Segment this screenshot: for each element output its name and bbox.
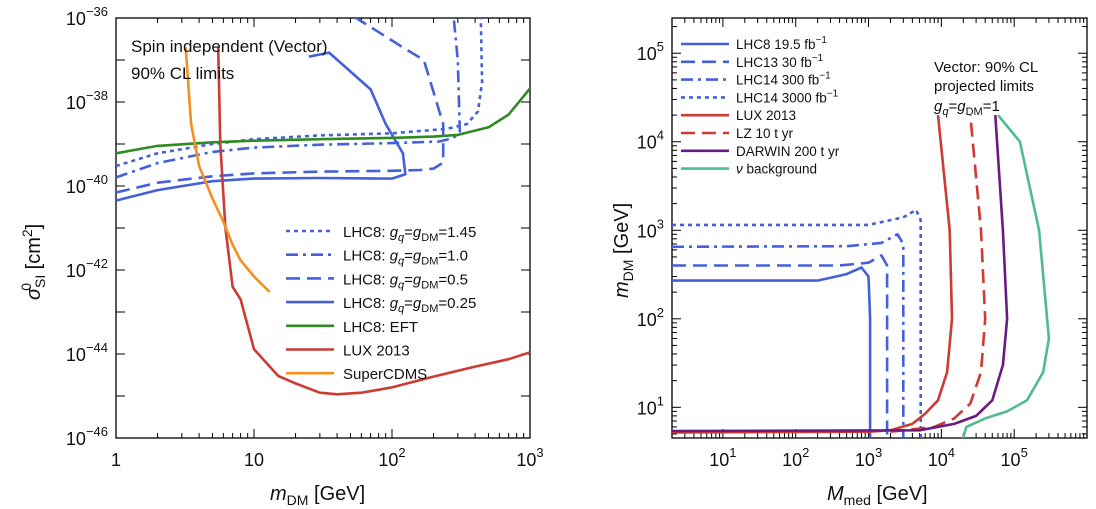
- left-y-tick-labels: 10−36 10−38 10−40 10−42 10−44 10−46: [66, 4, 108, 449]
- legend-label: LHC14 300 fb−1: [736, 71, 831, 88]
- x-tick-label: 105: [1001, 445, 1028, 470]
- y-tick-label: 10−42: [66, 256, 108, 281]
- series-line: [672, 233, 905, 438]
- y-tick-label: 10−40: [66, 172, 108, 197]
- x-tick-label: 10: [244, 450, 264, 470]
- x-tick-label: 103: [855, 445, 882, 470]
- series-line: [216, 47, 530, 396]
- series-line: [672, 254, 889, 438]
- legend-label: LHC8 19.5 fb−1: [736, 35, 827, 52]
- legend-label: LHC13 30 fb−1: [736, 53, 824, 70]
- right-chart: 101 102 103 104 105 101 102 103 104 105 Vector: …: [611, 17, 1088, 508]
- x-tick-label: 103: [516, 445, 543, 470]
- legend-label: ν background: [736, 162, 817, 177]
- legend-label: LHC8: gq=gDM=0.25: [343, 295, 476, 315]
- right-x-tick-labels: 101 102 103 104 105: [709, 445, 1028, 470]
- left-legend: LHC8: gq=gDM=1.45 LHC8: gq=gDM=1.0 LHC8: g…: [286, 224, 476, 383]
- legend-label: LHC8: EFT: [343, 319, 418, 336]
- legend-label: DARWIN 200 t yr: [736, 144, 840, 159]
- legend-label: LZ 10 t yr: [736, 126, 794, 141]
- series-line: [890, 114, 987, 433]
- series-line: [116, 18, 484, 168]
- series-line: [672, 266, 872, 438]
- series-line: [116, 18, 462, 179]
- series-line: [184, 47, 271, 293]
- series-line: [962, 114, 1051, 438]
- left-chart: 1 10 102 103 10−36 10−38 10−40 10−42 10−44 10−46…: [18, 4, 544, 508]
- x-tick-label: 102: [782, 445, 809, 470]
- legend-label: LHC8: gq=gDM=1.45: [343, 224, 476, 244]
- y-tick-label: 104: [637, 128, 664, 153]
- left-series: [116, 18, 530, 396]
- right-x-axis-label: Mmed [GeV]: [827, 483, 928, 508]
- x-tick-label: 101: [709, 445, 736, 470]
- legend-label: LHC8: gq=gDM=1.0: [343, 248, 468, 268]
- legend-label: SuperCDMS: [343, 366, 427, 383]
- right-plot-frame: [671, 17, 1088, 439]
- x-tick-label: 102: [378, 445, 405, 470]
- right-annotation-line1: Vector: 90% CL: [934, 59, 1038, 76]
- right-y-tick-labels: 101 102 103 104 105: [637, 39, 664, 418]
- legend-label: LUX 2013: [736, 108, 796, 123]
- y-tick-label: 103: [637, 216, 664, 241]
- right-series: [672, 114, 1051, 438]
- x-tick-label: 104: [928, 445, 955, 470]
- y-tick-label: 10−38: [66, 88, 108, 113]
- y-tick-label: 102: [637, 305, 664, 330]
- y-tick-label: 101: [637, 393, 664, 418]
- legend-label: LUX 2013: [343, 343, 410, 360]
- series-line: [116, 51, 407, 202]
- left-x-axis-label: mDM [GeV]: [270, 483, 365, 508]
- legend-label: LHC8: gq=gDM=0.5: [343, 271, 468, 291]
- series-line: [672, 208, 922, 438]
- x-tick-label: 1: [111, 450, 121, 470]
- y-tick-label: 10−36: [66, 4, 108, 29]
- right-annotation-line3: gq=gDM=1: [934, 98, 1000, 118]
- left-annotation-line2: 90% CL limits: [131, 64, 234, 83]
- y-tick-label: 10−44: [66, 340, 108, 365]
- left-x-tick-labels: 1 10 102 103: [111, 445, 544, 470]
- right-y-axis-label: mDM [GeV]: [611, 203, 636, 298]
- left-ticks: [115, 17, 531, 439]
- left-annotation-line1: Spin independent (Vector): [131, 37, 328, 56]
- legend-label: LHC14 3000 fb−1: [736, 88, 839, 105]
- right-annotation-line2: projected limits: [934, 78, 1034, 95]
- series-line: [672, 115, 1009, 433]
- series-line: [116, 18, 445, 194]
- left-y-axis-label: σSI0 [cm2]: [18, 224, 48, 300]
- y-tick-label: 105: [637, 39, 664, 64]
- y-tick-label: 10−46: [66, 424, 108, 449]
